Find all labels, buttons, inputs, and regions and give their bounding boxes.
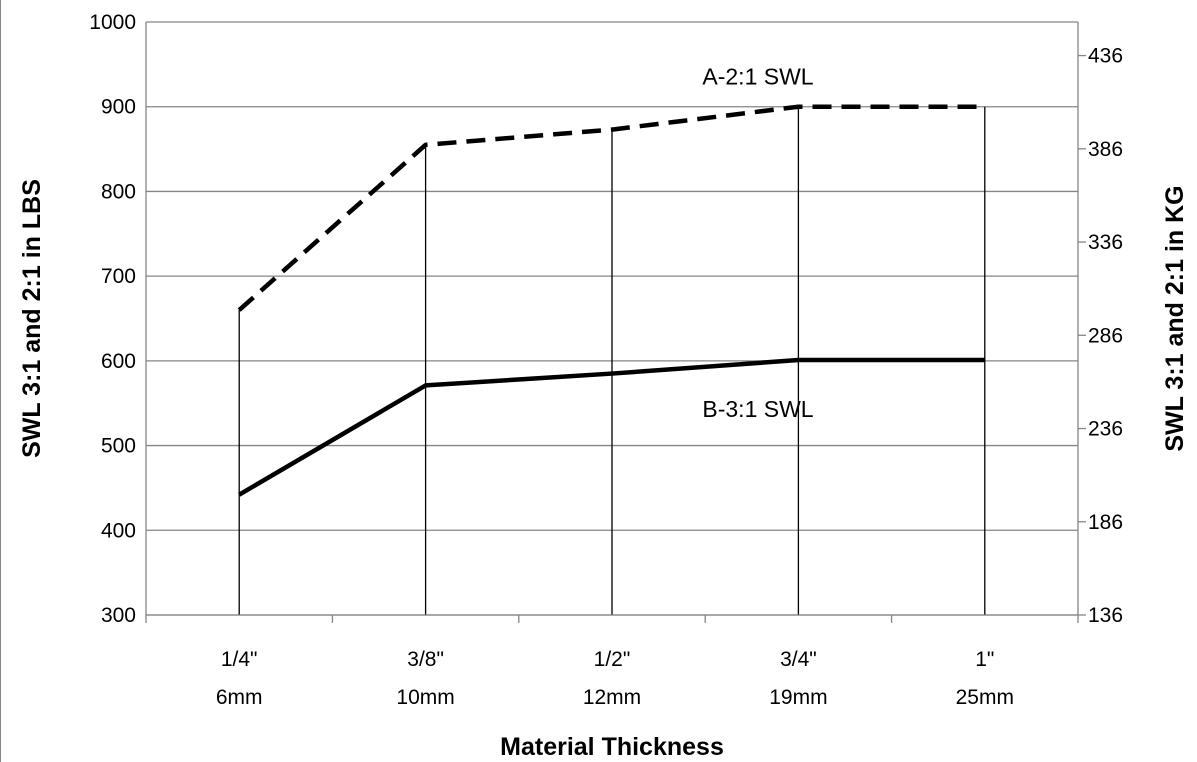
x-tick-label-4-line1: 1" (975, 648, 994, 671)
x-tick-label-0-line1: 1/4" (221, 648, 258, 671)
series-label-a: A-2:1 SWL (702, 64, 813, 90)
x-tick-label-1-line1: 3/8" (407, 648, 444, 671)
y-tick-label-500: 500 (101, 435, 136, 458)
x-axis-title: Material Thickness (500, 733, 724, 761)
series-label-b: B-3:1 SWL (702, 396, 813, 422)
x-tick-label-1-line2: 10mm (396, 686, 454, 709)
y2-tick-label-286: 286 (1088, 324, 1123, 347)
y2-tick-label-336: 336 (1088, 231, 1123, 254)
y-tick-label-300: 300 (101, 604, 136, 627)
series-layer (237, 104, 985, 497)
y-tick-label-700: 700 (101, 265, 136, 288)
x-tick-label-2-line2: 12mm (583, 686, 641, 709)
x-tick-label-3-line1: 3/4" (780, 648, 817, 671)
y-tick-label-900: 900 (101, 96, 136, 119)
y2-tick-label-386: 386 (1088, 138, 1123, 161)
y-tick-label-400: 400 (101, 519, 136, 542)
x-tick-label-4-line2: 25mm (956, 686, 1014, 709)
y2-axis-title: SWL 3:1 and 2:1 in KG (1161, 185, 1189, 451)
y2-tick-label-136: 136 (1088, 604, 1123, 627)
text-layer: 300 400 500 600 700 800 900 1000 136 186 236 286 336… (18, 11, 1189, 761)
y2-tick-label-236: 236 (1088, 418, 1123, 441)
x-tick-label-3-line2: 19mm (769, 686, 827, 709)
y-tick-label-1000: 1000 (89, 11, 136, 34)
axis-layer (145, 22, 1086, 623)
y-axis-title: SWL 3:1 and 2:1 in LBS (18, 179, 46, 458)
x-tick-label-2-line1: 1/2" (594, 648, 631, 671)
y2-tick-label-436: 436 (1088, 45, 1123, 68)
y-tick-label-800: 800 (101, 180, 136, 203)
left-edge-border (0, 0, 1, 762)
y2-tick-label-186: 186 (1088, 511, 1123, 534)
x-tick-label-0-line2: 6mm (216, 686, 263, 709)
y-tick-label-600: 600 (101, 350, 136, 373)
